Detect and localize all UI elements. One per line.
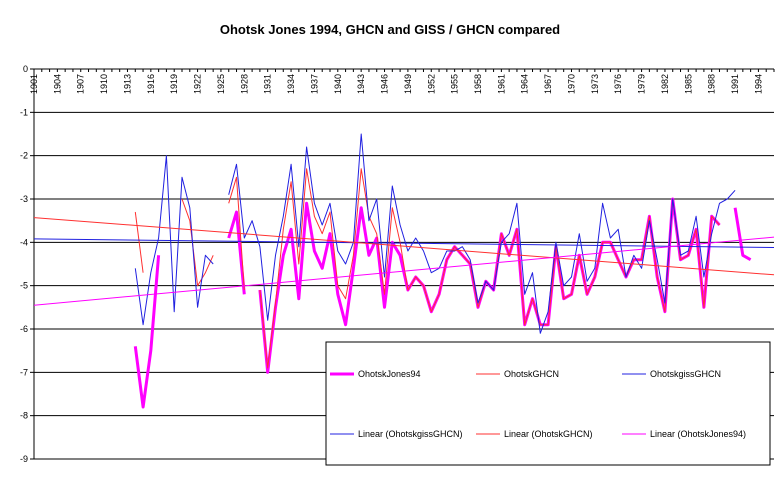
x-tick-label: 1925 — [216, 74, 226, 94]
series-line-3 — [33, 238, 775, 248]
x-tick-label: 1904 — [52, 74, 62, 94]
x-tick-label: 1958 — [473, 74, 483, 94]
series-line-1 — [228, 176, 245, 291]
x-tick-label: 1934 — [286, 74, 296, 94]
legend-entry: OhotskJones94 — [358, 369, 421, 379]
legend-entry: Linear (OhotskJones94) — [650, 429, 746, 439]
y-tick-label: -2 — [20, 151, 28, 161]
series-line-5 — [33, 236, 775, 306]
x-tick-label: 1928 — [239, 74, 249, 94]
y-tick-label: -4 — [20, 237, 28, 247]
x-tick-label: 1913 — [122, 74, 132, 94]
legend-entry: Linear (OhotskGHCN) — [504, 429, 593, 439]
x-tick-label: 1910 — [99, 74, 109, 94]
x-tick-label: 1988 — [707, 74, 717, 94]
x-tick-label: 1982 — [660, 74, 670, 94]
x-tick-label: 1907 — [76, 74, 86, 94]
x-tick-label: 1955 — [450, 74, 460, 94]
series-line-1 — [181, 198, 214, 287]
legend: OhotskJones94 OhotskGHCN OhotskgissGHCN Lin… — [325, 341, 771, 466]
x-tick-label: 1931 — [263, 74, 273, 94]
y-tick-labels: 0 -1 -2 -3 -4 -5 -6 -7 -8 -9 — [20, 64, 28, 464]
series-lines — [33, 133, 775, 409]
x-tick-label: 1943 — [356, 74, 366, 94]
series-line-1 — [134, 211, 144, 273]
x-tick-label: 1919 — [169, 74, 179, 94]
series-line-2 — [228, 133, 736, 334]
x-tick-label: 1970 — [566, 74, 576, 94]
x-tick-label: 1991 — [730, 74, 740, 94]
y-tick-label: -3 — [20, 194, 28, 204]
x-tick-label: 1973 — [590, 74, 600, 94]
legend-box — [325, 341, 771, 466]
x-tick-label: 1967 — [543, 74, 553, 94]
x-tick-label: 1949 — [403, 74, 413, 94]
x-tick-label: 1922 — [193, 74, 203, 94]
y-tick-label: -1 — [20, 107, 28, 117]
y-tick-label: -8 — [20, 411, 28, 421]
legend-entry: OhotskgissGHCN — [650, 369, 721, 379]
legend-entry: OhotskGHCN — [504, 369, 559, 379]
x-tick-label: 1979 — [637, 74, 647, 94]
y-tick-label: -5 — [20, 281, 28, 291]
x-tick-labels: 1901 1904 1907 1910 1913 1916 1919 1922 1925 1928… — [29, 74, 763, 94]
x-tick-label: 1901 — [29, 74, 39, 94]
x-tick-label: 1985 — [683, 74, 693, 94]
x-tick-label: 1964 — [520, 74, 530, 94]
y-tick-label: -6 — [20, 324, 28, 334]
x-tick-label: 1916 — [146, 74, 156, 94]
y-tick-label: -9 — [20, 454, 28, 464]
series-line-4 — [33, 217, 775, 276]
series-line-0 — [133, 255, 161, 409]
series-line-0 — [733, 207, 752, 262]
legend-entry: Linear (OhotskgissGHCN) — [358, 429, 463, 439]
chart-title: Ohotsk Jones 1994, GHCN and GISS / GHCN … — [220, 22, 560, 37]
x-tick-label: 1952 — [426, 74, 436, 94]
axes — [30, 68, 775, 460]
x-tick-label: 1961 — [496, 74, 506, 94]
x-tick-label: 1946 — [380, 74, 390, 94]
x-tick-label: 1994 — [753, 74, 763, 94]
y-tick-label: -7 — [20, 367, 28, 377]
series-line-0 — [227, 210, 246, 295]
y-tick-label: 0 — [23, 64, 28, 74]
x-tick-label: 1937 — [309, 74, 319, 94]
x-tick-label: 1976 — [613, 74, 623, 94]
x-tick-label: 1940 — [333, 74, 343, 94]
